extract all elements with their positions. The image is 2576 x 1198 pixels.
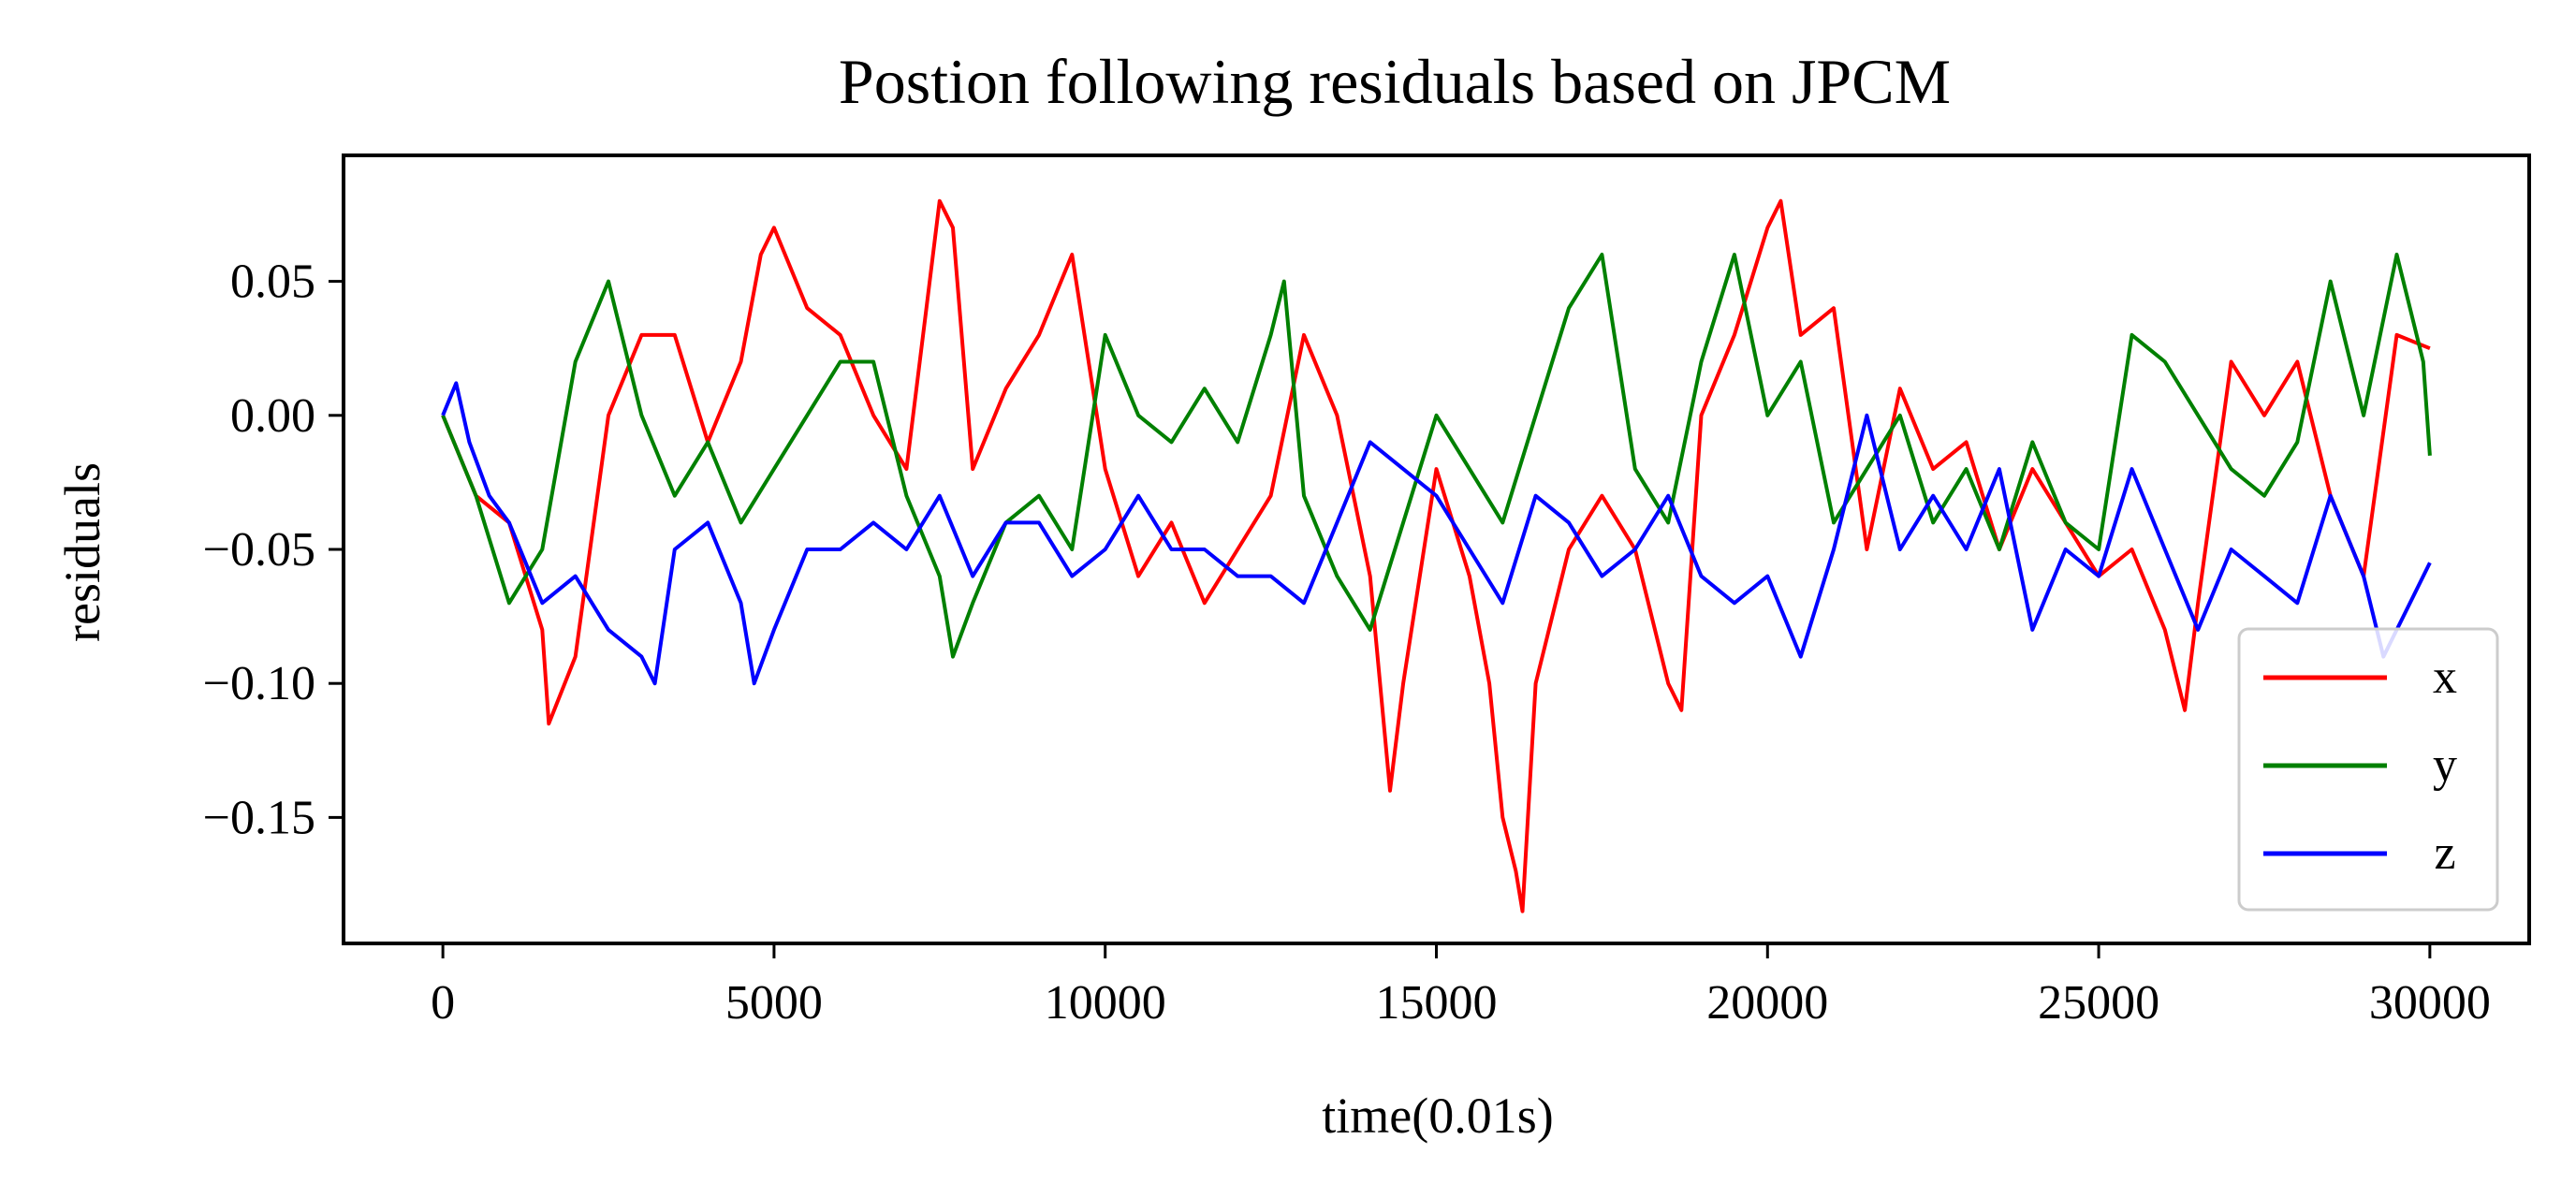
x-axis-label: time(0.01s) bbox=[1322, 1088, 1553, 1144]
y-tick-label: −0.05 bbox=[203, 523, 315, 577]
series-line-y bbox=[441, 253, 2432, 659]
chart-title: Postion following residuals based on JPC… bbox=[839, 46, 1951, 117]
series-layer bbox=[441, 198, 2432, 913]
legend-label-z: z bbox=[2434, 826, 2455, 880]
x-tick-label: 20000 bbox=[1706, 976, 1828, 1030]
x-tick-label: 15000 bbox=[1376, 976, 1498, 1030]
series-line-x bbox=[441, 198, 2431, 913]
y-axis: 0.05 0.00 −0.05 −0.10 −0.15 bbox=[203, 256, 344, 844]
series-line-z bbox=[441, 381, 2432, 686]
y-axis-label: residuals bbox=[54, 462, 110, 642]
x-tick-label: 5000 bbox=[725, 976, 823, 1030]
legend-label-y: y bbox=[2433, 738, 2457, 792]
x-tick-label: 10000 bbox=[1045, 976, 1166, 1030]
y-tick-label: −0.15 bbox=[203, 791, 315, 844]
x-tick-label: 0 bbox=[431, 976, 455, 1030]
legend-box bbox=[2237, 627, 2499, 912]
x-tick-label: 30000 bbox=[2369, 976, 2491, 1030]
y-tick-label: 0.00 bbox=[230, 389, 315, 443]
y-tick-label: −0.10 bbox=[203, 657, 315, 710]
plot-frame bbox=[342, 153, 2531, 945]
legend-label-x: x bbox=[2433, 650, 2457, 704]
y-tick-label: 0.05 bbox=[230, 256, 315, 309]
x-axis: 0 5000 10000 15000 20000 25000 30000 bbox=[431, 943, 2491, 1030]
x-tick-label: 25000 bbox=[2038, 976, 2159, 1030]
legend: xyz bbox=[2237, 627, 2499, 912]
